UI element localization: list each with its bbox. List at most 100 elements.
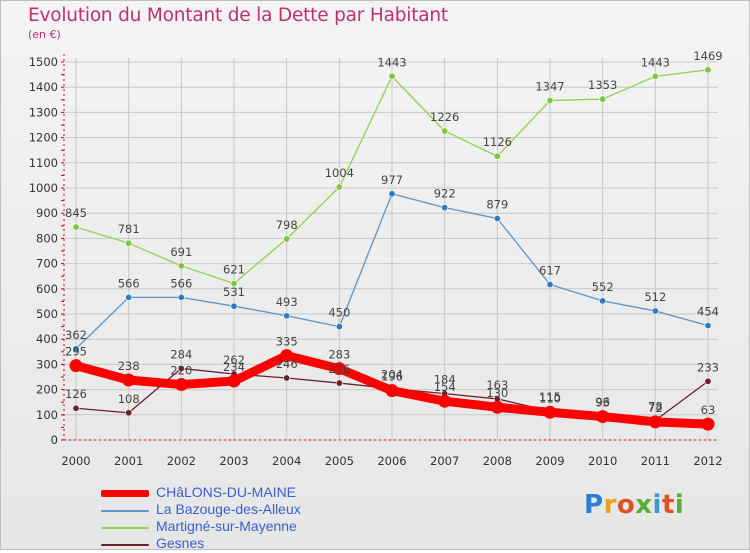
data-point-martigne bbox=[230, 280, 238, 288]
data-point-martigne bbox=[651, 72, 659, 80]
data-point-martigne bbox=[441, 127, 449, 135]
data-label-martigne: 1126 bbox=[483, 135, 512, 149]
x-tick-label: 2012 bbox=[693, 454, 722, 468]
x-tick-label: 2004 bbox=[272, 454, 301, 468]
data-point-gesnes bbox=[125, 409, 133, 417]
data-label-la-bazouge: 512 bbox=[644, 290, 666, 304]
y-tick-label: 1200 bbox=[29, 131, 58, 145]
data-label-la-bazouge: 552 bbox=[592, 280, 614, 294]
y-tick-label: 800 bbox=[36, 231, 58, 245]
data-label-gesnes: 115 bbox=[539, 390, 561, 404]
data-label-chalons: 130 bbox=[486, 386, 508, 400]
data-label-chalons: 196 bbox=[381, 370, 403, 384]
data-point-martigne bbox=[493, 152, 501, 160]
data-point-la-bazouge bbox=[335, 323, 343, 331]
data-label-martigne: 1443 bbox=[641, 55, 670, 69]
y-tick-label: 1400 bbox=[29, 80, 58, 94]
data-label-martigne: 781 bbox=[118, 222, 140, 236]
series-layer bbox=[69, 66, 715, 431]
data-point-gesnes bbox=[335, 379, 343, 387]
data-label-gesnes: 184 bbox=[434, 373, 456, 387]
data-point-martigne bbox=[125, 239, 133, 247]
legend-label-martigne: Martigné-sur-Mayenne bbox=[156, 518, 297, 534]
data-point-gesnes bbox=[704, 377, 712, 385]
data-point-la-bazouge bbox=[651, 307, 659, 315]
data-label-gesnes: 233 bbox=[697, 360, 719, 374]
data-point-martigne bbox=[283, 235, 291, 243]
data-point-la-bazouge bbox=[546, 281, 554, 289]
data-point-la-bazouge bbox=[704, 322, 712, 330]
data-label-la-bazouge: 879 bbox=[486, 197, 508, 211]
data-point-martigne bbox=[335, 183, 343, 191]
legend-swatch-gesnes bbox=[101, 544, 149, 546]
y-tick-label: 0 bbox=[51, 433, 58, 447]
data-label-martigne: 1226 bbox=[430, 110, 459, 124]
y-tick-label: 1500 bbox=[29, 55, 58, 69]
data-point-martigne bbox=[72, 223, 80, 231]
data-label-gesnes: 126 bbox=[65, 387, 87, 401]
y-tick-label: 1000 bbox=[29, 181, 58, 195]
y-tick-label: 600 bbox=[36, 282, 58, 296]
data-point-la-bazouge bbox=[388, 190, 396, 198]
data-label-gesnes: 96 bbox=[595, 395, 610, 409]
data-label-chalons: 110 bbox=[539, 391, 561, 405]
y-tick-label: 200 bbox=[36, 383, 58, 397]
data-point-la-bazouge bbox=[230, 302, 238, 310]
y-tick-label: 700 bbox=[36, 257, 58, 271]
data-label-chalons: 63 bbox=[701, 403, 716, 417]
data-point-la-bazouge bbox=[493, 214, 501, 222]
data-point-la-bazouge bbox=[441, 204, 449, 212]
data-point-martigne bbox=[388, 72, 396, 80]
y-tick-label: 1300 bbox=[29, 105, 58, 119]
data-label-gesnes: 226 bbox=[328, 362, 350, 376]
x-tick-label: 2001 bbox=[114, 454, 143, 468]
data-label-gesnes: 262 bbox=[223, 353, 245, 367]
data-point-chalons bbox=[174, 378, 188, 392]
data-label-martigne: 1469 bbox=[693, 49, 722, 63]
x-tick-label: 2006 bbox=[377, 454, 406, 468]
x-tick-label: 2009 bbox=[535, 454, 564, 468]
y-tick-label: 500 bbox=[36, 307, 58, 321]
legend-label-la-bazouge: La Bazouge-des-Alleux bbox=[156, 501, 301, 517]
data-label-martigne: 1353 bbox=[588, 78, 617, 92]
data-label-martigne: 845 bbox=[65, 206, 87, 220]
data-label-gesnes: 78 bbox=[648, 399, 663, 413]
data-label-la-bazouge: 450 bbox=[328, 306, 350, 320]
data-point-chalons bbox=[543, 405, 557, 419]
data-label-la-bazouge: 362 bbox=[65, 328, 87, 342]
data-label-la-bazouge: 617 bbox=[539, 264, 561, 278]
y-tick-label: 400 bbox=[36, 332, 58, 346]
data-point-chalons bbox=[596, 410, 610, 424]
data-point-martigne bbox=[599, 95, 607, 103]
data-label-martigne: 621 bbox=[223, 263, 245, 277]
data-point-la-bazouge bbox=[599, 297, 607, 305]
proxiti-logo: Proxiti bbox=[584, 490, 685, 520]
legend-label-gesnes: Gesnes bbox=[156, 535, 205, 551]
data-point-chalons bbox=[438, 394, 452, 408]
legend-swatch-martigne bbox=[101, 527, 149, 529]
data-label-la-bazouge: 922 bbox=[434, 187, 456, 201]
data-label-chalons: 283 bbox=[328, 348, 350, 362]
legend-swatch-la-bazouge bbox=[101, 510, 149, 512]
data-point-la-bazouge bbox=[125, 293, 133, 301]
x-tick-label: 2003 bbox=[219, 454, 248, 468]
y-tick-label: 1100 bbox=[29, 156, 58, 170]
unit-label: (en €) bbox=[28, 28, 61, 41]
data-label-martigne: 798 bbox=[276, 218, 298, 232]
data-label-martigne: 1004 bbox=[325, 166, 354, 180]
data-point-la-bazouge bbox=[177, 293, 185, 301]
data-label-chalons: 295 bbox=[65, 345, 87, 359]
legend-swatch-chalons bbox=[101, 490, 149, 497]
x-tick-label: 2010 bbox=[588, 454, 617, 468]
axis-layer: 0 100 200 300 400 500 600 700 800 900 1000 1100 1200… bbox=[29, 54, 723, 468]
x-tick-label: 2008 bbox=[483, 454, 512, 468]
chart-title: Evolution du Montant de la Dette par Hab… bbox=[28, 5, 448, 26]
data-point-chalons bbox=[648, 415, 662, 429]
x-tick-label: 2002 bbox=[167, 454, 196, 468]
data-label-la-bazouge: 531 bbox=[223, 285, 245, 299]
data-point-martigne bbox=[704, 66, 712, 74]
data-label-martigne: 1347 bbox=[535, 80, 564, 94]
data-label-chalons: 234 bbox=[223, 360, 245, 374]
